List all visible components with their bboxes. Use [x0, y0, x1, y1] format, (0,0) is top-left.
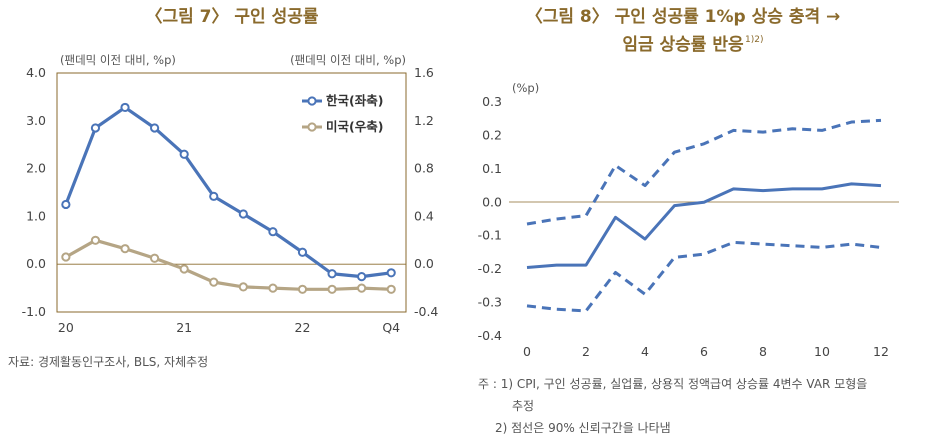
figure8-lower-ci-line — [526, 240, 882, 313]
figure7-us-point — [150, 253, 160, 263]
figure8: 〈그림 8〉 구인 성공률 1%p 상승 충격 → 임금 상승률 반응 1)2)… — [478, 6, 899, 435]
figure7-right-tick-label: 1.2 — [414, 113, 434, 128]
figure7-us-point — [90, 235, 101, 245]
figure8-note-2: 추정 — [512, 399, 534, 413]
figure7-korea-point — [327, 269, 337, 279]
figure7-legend: 한국(좌축) 미국(우축) — [302, 93, 383, 134]
legend-us-marker — [307, 122, 317, 132]
figure7-korea-point — [357, 272, 367, 282]
figure7-us-point — [268, 283, 278, 293]
figure8-note-1: 주 : 1) CPI, 구인 성공률, 실업률, 상용직 정액급여 상승률 4변… — [478, 377, 867, 391]
figure8-upper-ci-line — [526, 118, 882, 226]
figure8-x-tick-label: 10 — [814, 344, 830, 359]
legend-korea-label: 한국(좌축) — [326, 93, 383, 108]
figure7: 〈그림 7〉 구인 성공률 (팬데믹 이전 대비, %p) (팬데믹 이전 대비… — [8, 6, 438, 369]
figure7-korea-point — [150, 123, 160, 133]
figure7-us-point — [209, 277, 219, 287]
figure7-right-tick-label: -0.4 — [414, 304, 438, 319]
figure7-left-tick-label: 0.0 — [26, 256, 46, 271]
figure7-right-tick-label: 0.0 — [414, 256, 434, 271]
figure8-notes: 주 : 1) CPI, 구인 성공률, 실업률, 상용직 정액급여 상승률 4변… — [478, 377, 867, 435]
figure7-source: 자료: 경제활동인구조사, BLS, 자체추정 — [8, 355, 208, 369]
figure7-left-axis: 4.0 3.0 2.0 1.0 0.0 -1.0 — [22, 65, 46, 319]
figure7-us-point — [61, 252, 71, 262]
figure7-right-tick-label: 1.6 — [414, 65, 434, 80]
figure8-y-tick-label: 0.0 — [482, 194, 502, 209]
figure7-korea-point — [90, 123, 101, 133]
figure8-title-sup: 1)2) — [745, 35, 763, 45]
figure8-y-tick-label: -0.4 — [478, 328, 502, 343]
legend-item-korea: 한국(좌축) — [302, 93, 383, 108]
figure7-left-tick-label: 2.0 — [26, 161, 46, 176]
figure7-us-point — [297, 284, 308, 294]
figure7-korea-line — [64, 105, 392, 279]
legend-korea-marker — [307, 96, 317, 106]
figure8-unit: (%p) — [512, 81, 539, 95]
figure7-korea-point — [209, 191, 219, 201]
figure7-us-point — [238, 282, 248, 292]
figure8-note-3: 2) 점선은 90% 신뢰구간을 나타냄 — [495, 421, 671, 435]
figure7-x-axis: 20 21 22 Q4 — [58, 320, 400, 335]
figure7-korea-point — [120, 102, 130, 113]
figure7-korea-point — [386, 268, 396, 278]
figure7-x-tick-label: 22 — [295, 320, 311, 335]
figure7-right-tick-label: 0.4 — [414, 208, 434, 223]
figure7-x-tick-label: Q4 — [382, 320, 400, 335]
figure7-x-tick-label: 20 — [58, 320, 74, 335]
figure8-x-tick-label: 2 — [582, 344, 590, 359]
figure8-x-tick-label: 12 — [873, 344, 889, 359]
figure8-x-tick-label: 4 — [641, 344, 649, 359]
figure7-left-tick-label: 4.0 — [26, 65, 46, 80]
figure8-series — [526, 118, 882, 313]
figure8-y-tick-label: -0.3 — [478, 295, 502, 310]
figure8-x-tick-label: 8 — [759, 344, 767, 359]
figure8-x-tick-label: 0 — [523, 344, 531, 359]
figure7-us-point — [120, 244, 130, 254]
figure7-korea-point — [297, 247, 308, 257]
figure7-korea-point — [179, 149, 189, 159]
figure8-y-tick-label: -0.1 — [478, 228, 502, 243]
figure7-left-tick-label: -1.0 — [22, 304, 46, 319]
figure7-title: 〈그림 7〉 구인 성공률 — [145, 6, 318, 27]
figure7-right-axis: 1.6 1.2 0.8 0.4 0.0 -0.4 — [414, 65, 438, 319]
figure8-y-axis: 0.3 0.2 0.1 0.0 -0.1 -0.2 -0.3 -0.4 — [478, 94, 502, 343]
figure8-title-line2: 임금 상승률 반응 — [622, 34, 744, 55]
figure7-x-tick-label: 21 — [176, 320, 192, 335]
figure7-korea-point — [268, 227, 278, 237]
figure7-us-point — [179, 264, 189, 274]
figure7-us-point — [327, 284, 337, 294]
figure8-title-line1: 〈그림 8〉 구인 성공률 1%p 상승 충격 → — [526, 6, 841, 27]
figure7-plot-frame — [56, 72, 407, 313]
figure7-left-unit: (팬데믹 이전 대비, %p) — [60, 53, 176, 67]
figure7-right-unit: (팬데믹 이전 대비, %p) — [290, 53, 406, 67]
figure7-series — [61, 102, 396, 294]
figure7-us-line — [65, 238, 392, 291]
legend-item-us: 미국(우축) — [302, 119, 383, 134]
figure8-x-tick-label: 6 — [700, 344, 708, 359]
figure7-us-point — [386, 284, 396, 294]
figure7-korea-point — [238, 209, 248, 219]
figure7-left-tick-label: 1.0 — [26, 208, 46, 223]
figure7-left-tick-label: 3.0 — [26, 113, 46, 128]
figure8-y-tick-label: -0.2 — [478, 261, 502, 276]
figure8-response-line — [526, 182, 882, 269]
figure8-y-tick-label: 0.3 — [482, 94, 502, 109]
figure7-korea-point — [61, 199, 71, 210]
figure7-right-tick-label: 0.8 — [414, 161, 434, 176]
figure8-y-tick-label: 0.2 — [482, 127, 502, 142]
legend-us-label: 미국(우축) — [326, 119, 383, 134]
figure7-us-point — [357, 283, 367, 293]
figure8-x-axis: 0 2 4 6 8 10 12 — [523, 344, 889, 359]
figure8-y-tick-label: 0.1 — [482, 161, 502, 176]
